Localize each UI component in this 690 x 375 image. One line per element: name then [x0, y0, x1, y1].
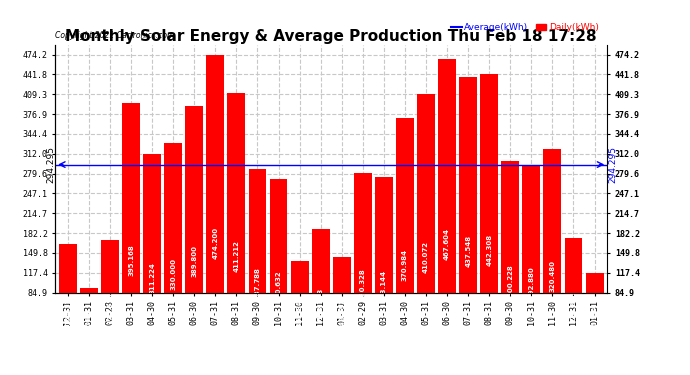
Text: 174.240: 174.240: [571, 291, 576, 323]
Text: 311.224: 311.224: [149, 262, 155, 294]
Text: 442.308: 442.308: [486, 234, 492, 266]
Text: 411.212: 411.212: [233, 240, 239, 272]
Bar: [101, 240, 119, 344]
Bar: [417, 94, 435, 344]
Text: 116.984: 116.984: [591, 303, 598, 335]
Text: 320.480: 320.480: [549, 260, 555, 292]
Bar: [186, 106, 204, 344]
Text: 136.384: 136.384: [297, 299, 303, 331]
Text: 273.144: 273.144: [381, 270, 387, 302]
Bar: [438, 58, 456, 344]
Text: 410.072: 410.072: [423, 241, 429, 273]
Text: 300.228: 300.228: [507, 264, 513, 296]
Bar: [586, 273, 604, 344]
Bar: [396, 118, 414, 344]
Text: 389.800: 389.800: [191, 245, 197, 277]
Bar: [228, 93, 246, 344]
Text: Copyright 2021 Cartronics.com: Copyright 2021 Cartronics.com: [55, 31, 175, 40]
Bar: [375, 177, 393, 344]
Bar: [480, 74, 498, 344]
Bar: [333, 257, 351, 344]
Text: 270.632: 270.632: [275, 271, 282, 302]
Text: 437.548: 437.548: [465, 235, 471, 267]
Text: 142.692: 142.692: [339, 298, 345, 330]
Text: 467.604: 467.604: [444, 228, 450, 260]
Text: 280.328: 280.328: [359, 268, 366, 300]
Bar: [564, 238, 582, 344]
Text: 292.880: 292.880: [529, 266, 534, 298]
Text: 164.112: 164.112: [65, 293, 71, 325]
Bar: [59, 244, 77, 344]
Text: 287.788: 287.788: [255, 267, 260, 299]
Bar: [206, 55, 224, 344]
Title: Monthly Solar Energy & Average Production Thu Feb 18 17:28: Monthly Solar Energy & Average Productio…: [66, 29, 597, 44]
Bar: [354, 173, 372, 344]
Bar: [143, 154, 161, 344]
Legend: Average(kWh), Daily(kWh): Average(kWh), Daily(kWh): [447, 20, 602, 36]
Bar: [312, 229, 330, 344]
Bar: [522, 165, 540, 344]
Bar: [164, 143, 182, 344]
Text: 474.200: 474.200: [213, 227, 218, 259]
Bar: [290, 261, 308, 344]
Bar: [502, 161, 520, 344]
Bar: [248, 168, 266, 344]
Text: 294.295: 294.295: [609, 146, 618, 183]
Bar: [80, 288, 98, 344]
Text: 188.748: 188.748: [317, 288, 324, 320]
Bar: [544, 148, 562, 344]
Bar: [459, 77, 477, 344]
Bar: [122, 103, 140, 344]
Text: 170.356: 170.356: [107, 292, 113, 324]
Text: 294.295: 294.295: [47, 146, 56, 183]
Text: 370.984: 370.984: [402, 249, 408, 281]
Bar: [270, 179, 288, 344]
Text: 395.168: 395.168: [128, 244, 134, 276]
Text: 92.564: 92.564: [86, 311, 92, 338]
Text: 330.000: 330.000: [170, 258, 176, 290]
